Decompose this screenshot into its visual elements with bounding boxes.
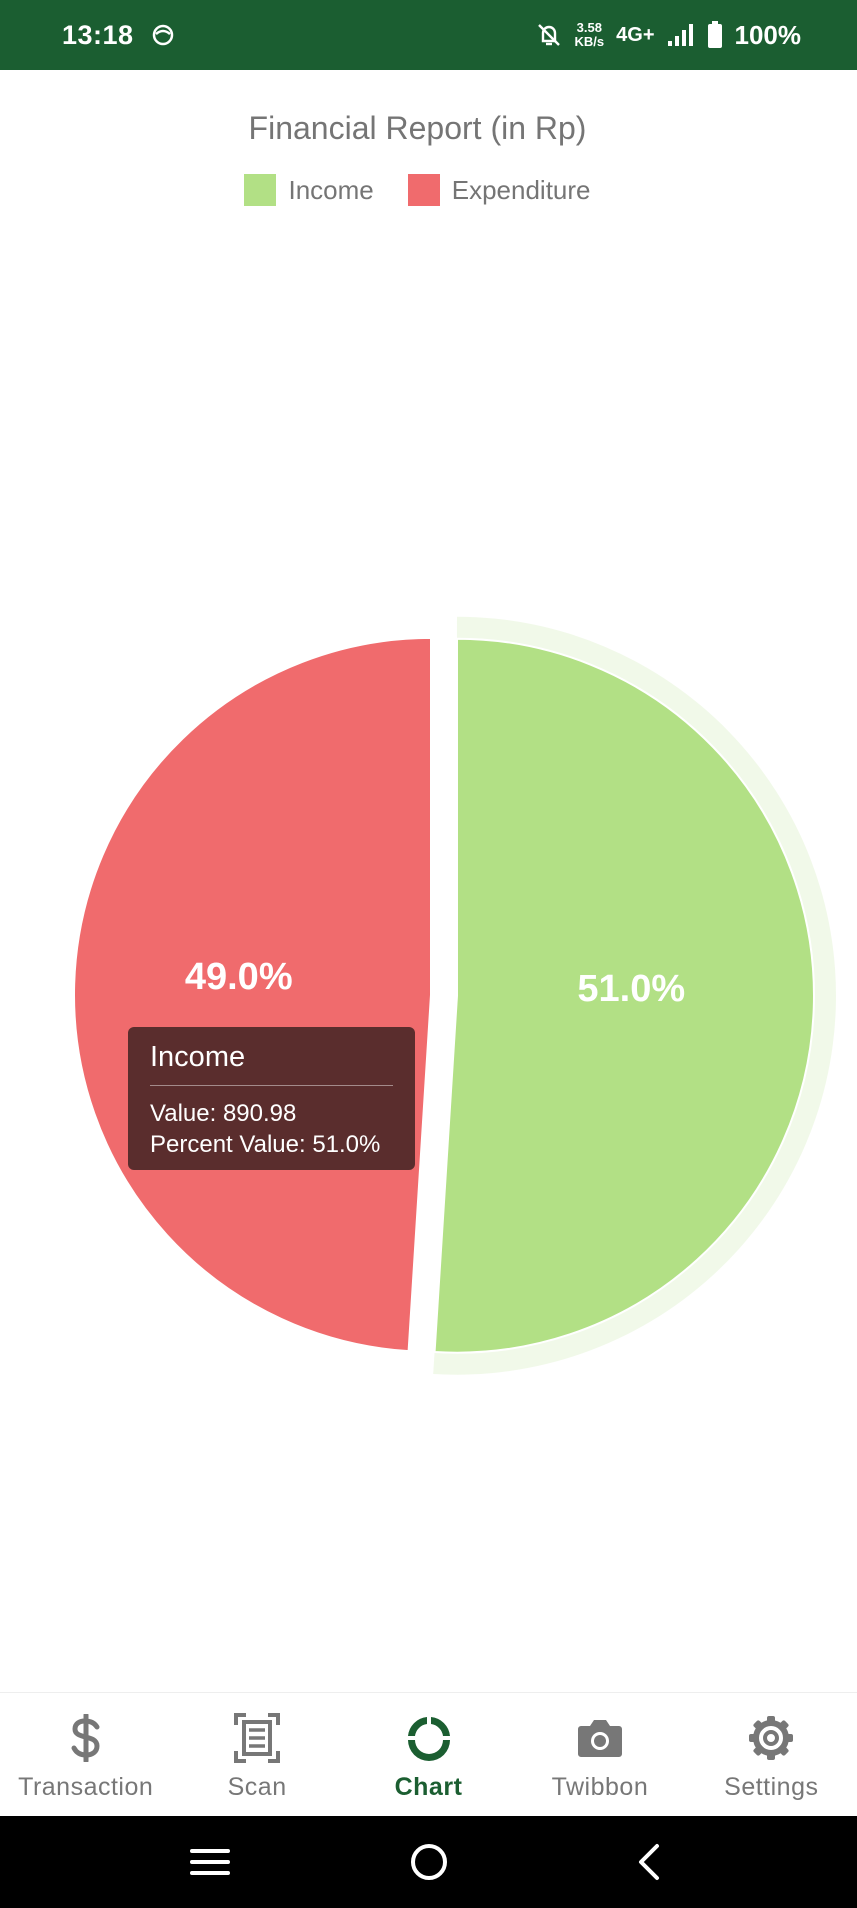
legend-label-expenditure: Expenditure [451,174,591,205]
status-bar: 13:18 3.58 KB/s 4G+ 100% [0,0,857,70]
signal-icon [667,24,693,46]
bottom-navigation: Transaction Scan Chart [0,1692,857,1816]
camera-icon [575,1713,625,1763]
nav-item-twibbon[interactable]: Twibbon [514,1693,685,1816]
chart-tooltip: Income Value: 890.98 Percent Value: 51.0… [128,1027,415,1170]
pie-label-income: 51.0% [577,968,685,1010]
nav-label-transaction: Transaction [18,1773,154,1801]
pie-slice-income[interactable] [433,637,815,1354]
dollar-icon [61,1713,111,1763]
battery-icon [707,21,722,48]
nav-item-settings[interactable]: Settings [686,1693,857,1816]
nav-label-settings: Settings [724,1773,819,1801]
mute-bell-icon [537,24,560,46]
tooltip-percent: Percent Value: 51.0% [150,1131,381,1158]
menu-icon [189,1849,230,1875]
nav-label-scan: Scan [227,1773,287,1801]
home-circle-icon [410,1844,447,1880]
legend-item-income[interactable]: Income [244,174,374,206]
pie-chart[interactable]: 51.0% 49.0% [0,70,857,1692]
network-speed-value: 3.58 [576,20,602,35]
gear-icon [746,1713,796,1763]
back-button[interactable] [618,1832,678,1892]
legend-swatch-income [244,174,277,206]
legend-label-income: Income [288,174,374,205]
tooltip-divider [150,1085,393,1086]
nav-item-scan[interactable]: Scan [171,1693,342,1816]
tooltip-value: Value: 890.98 [150,1100,297,1127]
donut-chart-icon [404,1713,454,1763]
status-time: 13:18 [62,19,134,50]
nav-item-chart[interactable]: Chart [343,1693,514,1816]
battery-percentage: 100% [734,19,802,50]
nav-item-transaction[interactable]: Transaction [0,1693,171,1816]
pie-slice-expenditure[interactable] [73,636,433,1353]
scan-document-icon [232,1713,282,1763]
chart-title: Financial Report (in Rp) [248,110,587,146]
legend-item-expenditure[interactable]: Expenditure [407,174,591,206]
chart-screen: Financial Report (in Rp) Income Expendit… [0,70,857,1692]
pie-label-expenditure: 49.0% [185,956,293,998]
network-speed: 3.58 KB/s [575,21,605,49]
system-navigation-bar [0,1816,857,1908]
nav-label-twibbon: Twibbon [551,1773,649,1801]
back-chevron-icon [638,1844,659,1880]
network-type: 4G+ [616,23,655,46]
network-speed-unit: KB/s [574,34,605,49]
menu-button[interactable] [180,1832,240,1892]
chart-legend: Income Expenditure [0,174,835,206]
home-button[interactable] [399,1832,459,1892]
notification-app-icon [152,24,173,46]
nav-label-chart: Chart [394,1773,463,1801]
tooltip-title: Income [150,1041,246,1073]
legend-swatch-expenditure [407,174,440,206]
